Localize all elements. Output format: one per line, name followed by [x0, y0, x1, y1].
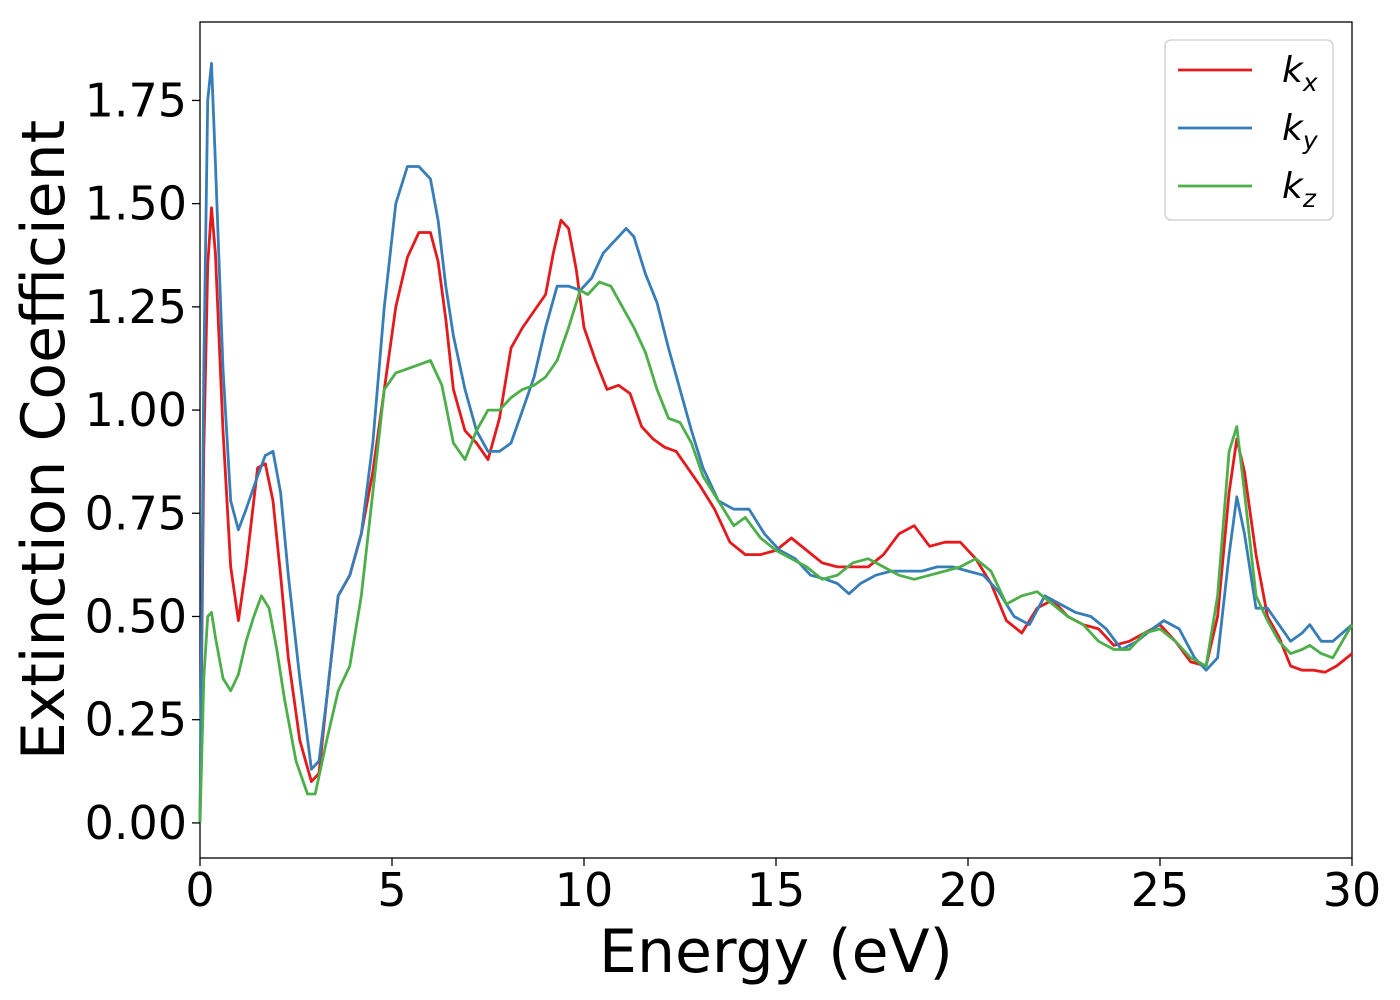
legend: kx ky kz	[1164, 39, 1334, 221]
x-axis-title: Energy (eV)	[599, 917, 953, 987]
y-tick-label: 0.50	[85, 589, 187, 643]
x-tick-label: 20	[939, 863, 998, 917]
y-axis-title: Extinction Coefficient	[9, 120, 79, 760]
x-tick-label: 25	[1131, 863, 1190, 917]
series-group	[198, 61, 1354, 823]
x-tick-label: 10	[555, 863, 614, 917]
x-axis-ticks: 0 5 10 15 20 25 30	[185, 858, 1381, 917]
series-line-kx	[198, 206, 1353, 823]
legend-label-kz: kz	[1282, 166, 1317, 213]
legend-box	[1164, 39, 1334, 221]
legend-label-kx: kx	[1282, 50, 1318, 97]
y-tick-label: 1.75	[85, 73, 187, 127]
legend-label-ky: ky	[1282, 108, 1319, 155]
y-tick-label: 1.00	[85, 383, 187, 437]
y-tick-label: 1.25	[85, 280, 187, 334]
x-tick-label: 0	[185, 863, 214, 917]
series-line-kz	[198, 280, 1354, 823]
y-tick-label: 0.25	[85, 693, 187, 747]
x-tick-label: 15	[747, 863, 806, 917]
y-tick-label: 1.50	[85, 177, 187, 231]
series-line-ky	[198, 61, 1353, 823]
x-tick-label: 5	[377, 863, 406, 917]
x-tick-label: 30	[1323, 863, 1382, 917]
y-tick-label: 0.75	[85, 486, 187, 540]
y-tick-label: 0.00	[85, 796, 187, 850]
y-axis-ticks: 0.00 0.25 0.50 0.75 1.00 1.25 1.50 1.75	[85, 73, 200, 850]
